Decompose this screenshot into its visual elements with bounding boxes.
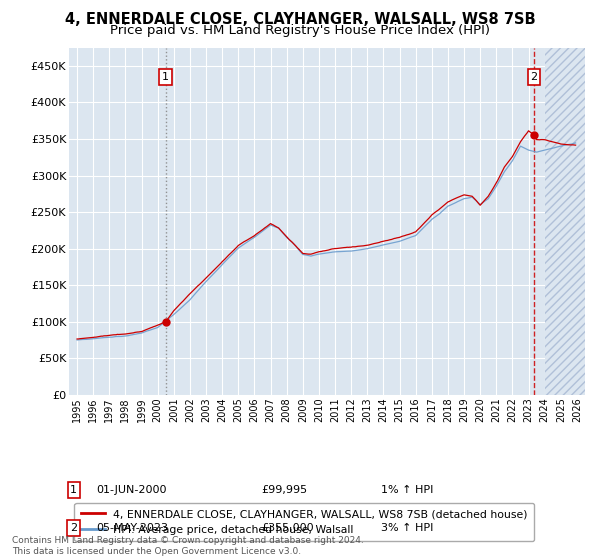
Text: 2: 2 — [530, 72, 538, 82]
Text: £99,995: £99,995 — [261, 485, 307, 495]
Text: 4, ENNERDALE CLOSE, CLAYHANGER, WALSALL, WS8 7SB: 4, ENNERDALE CLOSE, CLAYHANGER, WALSALL,… — [65, 12, 535, 27]
Text: 2: 2 — [70, 523, 77, 533]
Text: Contains HM Land Registry data © Crown copyright and database right 2024.
This d: Contains HM Land Registry data © Crown c… — [12, 536, 364, 556]
Text: £355,000: £355,000 — [261, 523, 314, 533]
Text: 05-MAY-2023: 05-MAY-2023 — [96, 523, 168, 533]
Text: 1% ↑ HPI: 1% ↑ HPI — [381, 485, 433, 495]
Text: 3% ↑ HPI: 3% ↑ HPI — [381, 523, 433, 533]
Text: Price paid vs. HM Land Registry's House Price Index (HPI): Price paid vs. HM Land Registry's House … — [110, 24, 490, 37]
Text: 1: 1 — [162, 72, 169, 82]
Text: 01-JUN-2000: 01-JUN-2000 — [96, 485, 167, 495]
Legend: 4, ENNERDALE CLOSE, CLAYHANGER, WALSALL, WS8 7SB (detached house), HPI: Average : 4, ENNERDALE CLOSE, CLAYHANGER, WALSALL,… — [74, 503, 535, 541]
Bar — [545, 48, 593, 395]
Text: 1: 1 — [70, 485, 77, 495]
